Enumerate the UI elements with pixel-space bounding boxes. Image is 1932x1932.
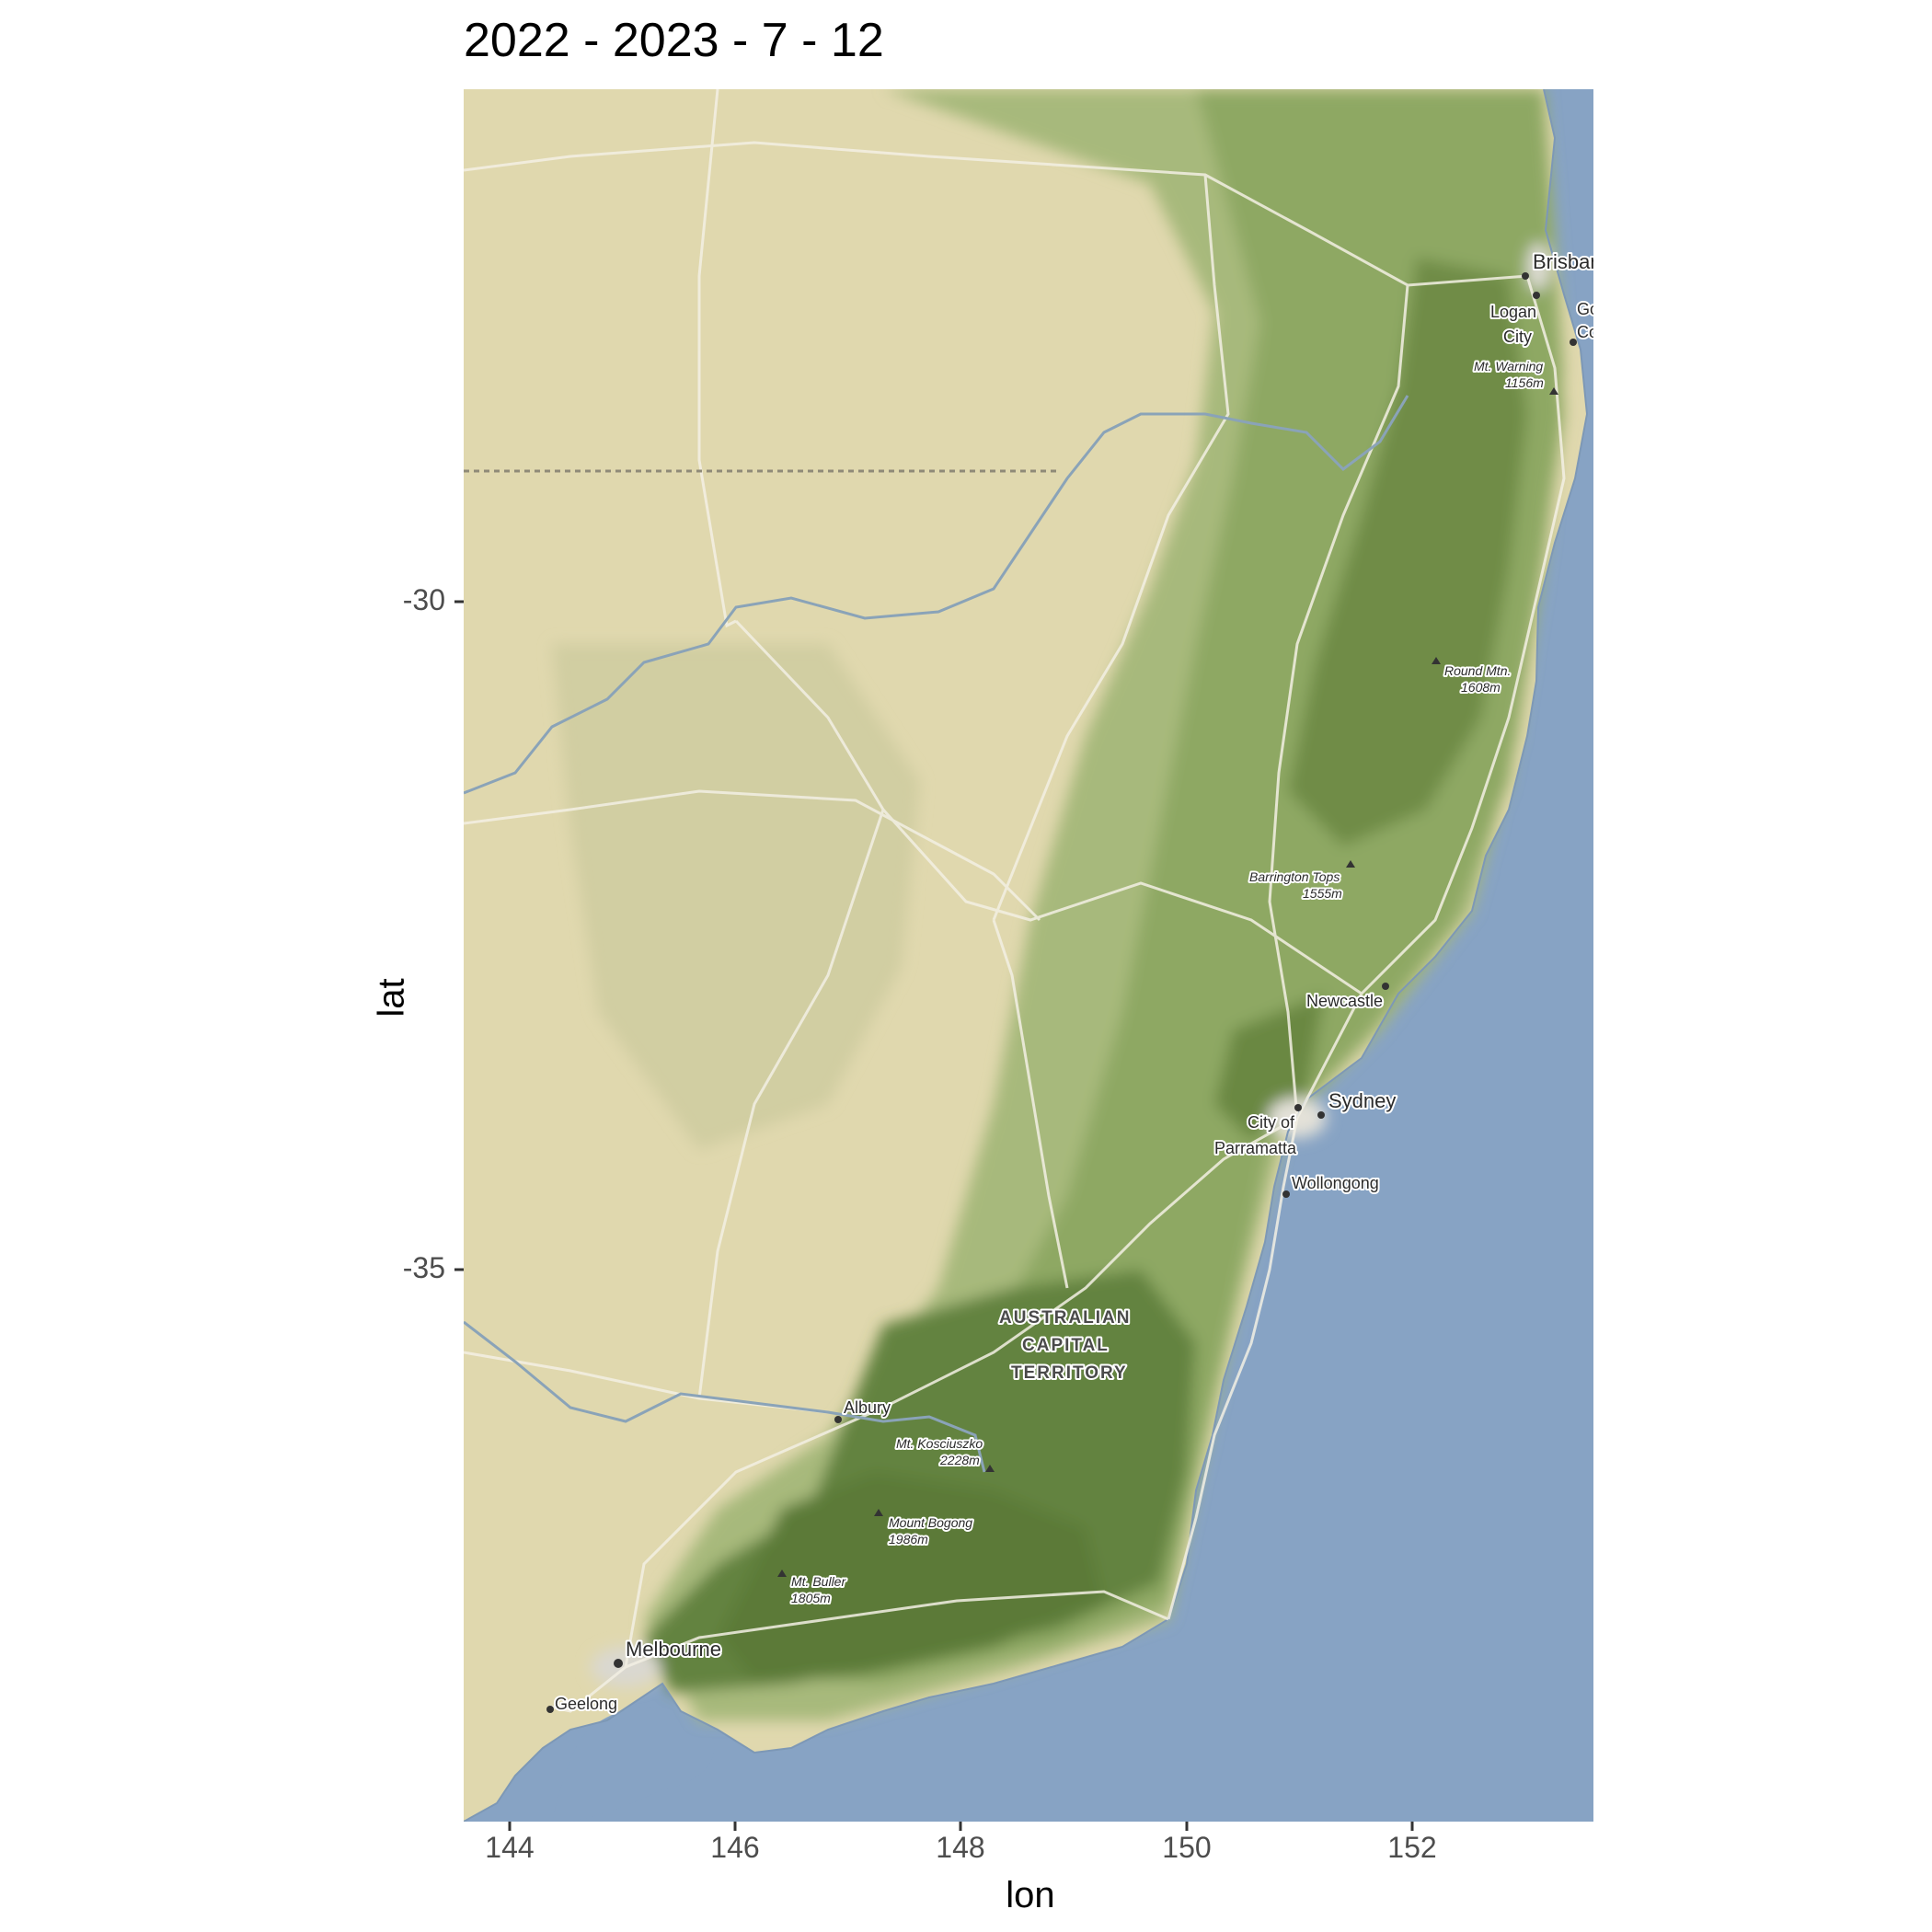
label-barrington-2: 1555m [1303, 886, 1342, 901]
x-axis-label: lon [1006, 1875, 1055, 1915]
label-act-1: AUSTRALIAN [999, 1308, 1132, 1328]
label-kosciuszko-2: 2228m [939, 1453, 980, 1467]
roads [464, 89, 1566, 1713]
label-parramatta-2: Parramatta [1214, 1139, 1297, 1157]
brisbane-marker [1522, 272, 1529, 280]
label-buller-1: Mt. Buller [791, 1574, 846, 1589]
label-brisbane: Brisbane [1533, 250, 1613, 273]
label-round-mtn-1: Round Mtn. [1444, 663, 1511, 678]
coastline [464, 89, 1589, 1822]
port-phillip-bay [552, 1707, 715, 1822]
y-tick-label: -30 [402, 583, 445, 616]
label-mt-warning-1: Mt. Warning [1474, 359, 1543, 374]
x-tick-label: 152 [1387, 1831, 1437, 1864]
label-parramatta-1: City of [1248, 1113, 1295, 1132]
x-tick-label: 148 [936, 1831, 985, 1864]
round-mtn-marker [1432, 657, 1441, 664]
label-logan-2: City [1503, 328, 1532, 346]
y-axis-label: lat [371, 978, 412, 1018]
label-logan-1: Logan [1490, 303, 1536, 321]
label-sydney: Sydney [1328, 1089, 1396, 1112]
albury-marker [834, 1416, 842, 1423]
label-goldcoast-2: Co [1577, 323, 1598, 341]
label-act-3: TERRITORY [1011, 1363, 1128, 1383]
label-albury: Albury [844, 1398, 891, 1417]
label-mt-warning-2: 1156m [1505, 375, 1544, 390]
melbourne-marker [614, 1659, 623, 1668]
label-newcastle: Newcastle [1306, 992, 1383, 1010]
label-melbourne: Melbourne [626, 1638, 721, 1661]
city-markers [546, 272, 1577, 1713]
x-tick-label: 146 [710, 1831, 760, 1864]
vegetation-layer [552, 89, 1564, 1720]
label-bogong-1: Mount Bogong [889, 1515, 972, 1530]
sydney-marker [1317, 1111, 1325, 1119]
label-act-2: CAPITAL [1022, 1336, 1110, 1355]
label-round-mtn-2: 1608m [1461, 680, 1501, 695]
parramatta-marker [1294, 1104, 1302, 1111]
x-tick-label: 150 [1162, 1831, 1212, 1864]
bogong-marker [874, 1509, 883, 1516]
axis-ticks [454, 600, 1414, 1831]
label-geelong: Geelong [555, 1695, 617, 1713]
label-barrington-1: Barrington Tops [1249, 869, 1340, 884]
label-goldcoast-1: Go [1577, 300, 1599, 318]
label-buller-2: 1805m [791, 1591, 831, 1605]
rivers [464, 395, 1409, 1473]
logan-marker [1533, 292, 1540, 299]
label-kosciuszko-1: Mt. Kosciuszko [896, 1436, 983, 1451]
y-tick-label: -35 [402, 1251, 445, 1284]
label-bogong-2: 1986m [889, 1532, 928, 1547]
plot-title: 2022 - 2023 - 7 - 12 [464, 14, 884, 67]
wollongong-marker [1282, 1190, 1290, 1198]
newcastle-marker [1382, 983, 1389, 990]
x-tick-label: 144 [485, 1831, 535, 1864]
barrington-marker [1346, 860, 1355, 868]
geelong-marker [546, 1706, 554, 1713]
mt-warning-marker [1549, 387, 1558, 395]
kosciuszko-marker [985, 1465, 995, 1472]
goldcoast-marker [1570, 339, 1577, 346]
label-wollongong: Wollongong [1292, 1174, 1379, 1192]
buller-marker [777, 1570, 787, 1577]
